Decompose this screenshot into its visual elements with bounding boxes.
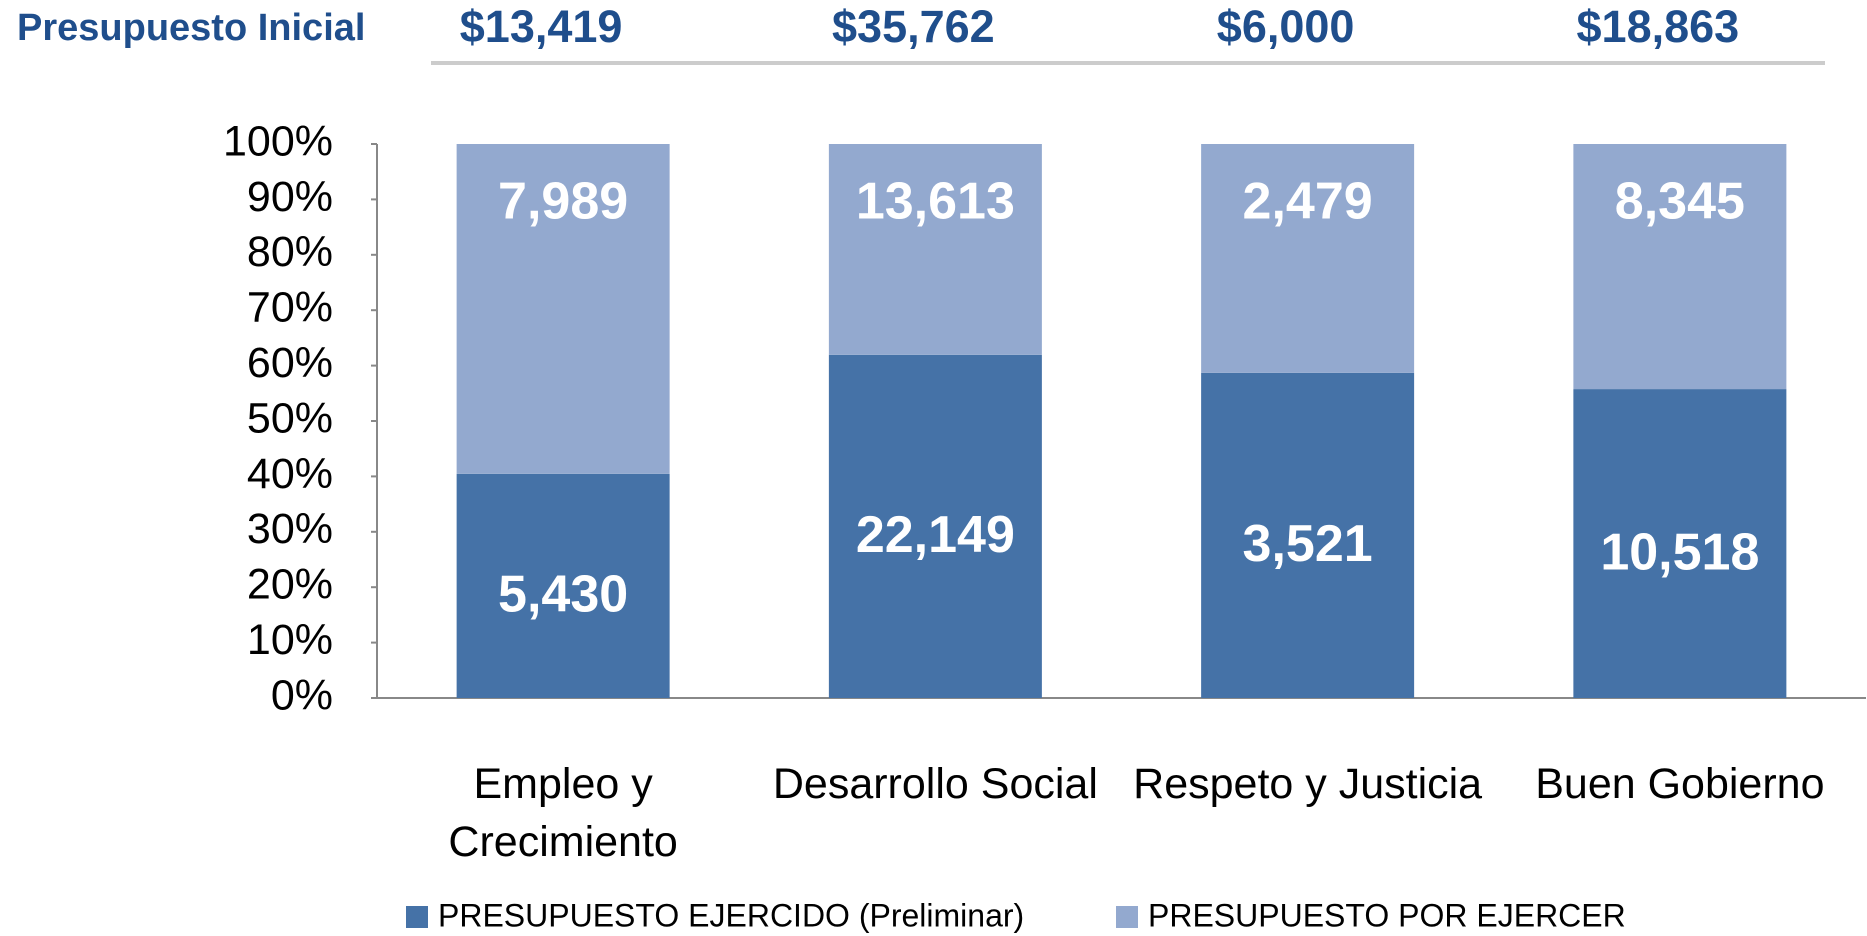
bar-segment [456, 144, 670, 474]
bar-segment [828, 144, 1042, 355]
y-tick-label: 10% [247, 616, 333, 664]
data-label: 13,613 [856, 173, 1015, 231]
header-title: Presupuesto Inicial [17, 7, 365, 49]
y-tick-label: 70% [247, 284, 333, 332]
data-label: 5,430 [498, 566, 628, 624]
bar-segment [828, 354, 1042, 698]
data-label: 8,345 [1615, 173, 1745, 231]
bar-segment [456, 473, 670, 698]
x-tick-label: Empleo y Crecimiento [448, 760, 678, 866]
legend-swatch [1116, 906, 1138, 928]
y-tick-label: 0% [271, 671, 333, 719]
y-tick-label: 80% [247, 228, 333, 276]
data-label: 22,149 [856, 506, 1015, 564]
y-tick-label: 60% [247, 339, 333, 387]
legend-swatch [406, 906, 428, 928]
legend-label: PRESUPUESTO EJERCIDO (Preliminar) [438, 897, 1024, 933]
data-label: 10,518 [1600, 523, 1759, 581]
data-label: 2,479 [1243, 173, 1373, 231]
bar-segment [1573, 144, 1787, 390]
y-tick-label: 40% [247, 450, 333, 498]
header-value: $13,419 [460, 1, 623, 52]
y-tick-label: 90% [247, 173, 333, 221]
bar-segment [1201, 372, 1415, 698]
x-tick-label: Desarrollo Social [772, 760, 1098, 808]
data-label: 7,989 [498, 173, 628, 231]
header-value: $18,863 [1577, 1, 1740, 52]
data-label: 3,521 [1243, 515, 1373, 573]
x-tick-label: Buen Gobierno [1535, 760, 1825, 808]
header-value: $6,000 [1217, 1, 1355, 52]
x-tick-label: Respeto y Justicia [1133, 760, 1483, 808]
bar-segment [1201, 144, 1415, 373]
legend-label: PRESUPUESTO POR EJERCER [1148, 897, 1626, 933]
y-tick-label: 20% [247, 561, 333, 609]
header-value: $35,762 [832, 1, 995, 52]
y-tick-label: 100% [223, 117, 333, 165]
bar-segment [1573, 389, 1787, 698]
y-tick-label: 50% [247, 394, 333, 442]
y-tick-label: 30% [247, 505, 333, 553]
